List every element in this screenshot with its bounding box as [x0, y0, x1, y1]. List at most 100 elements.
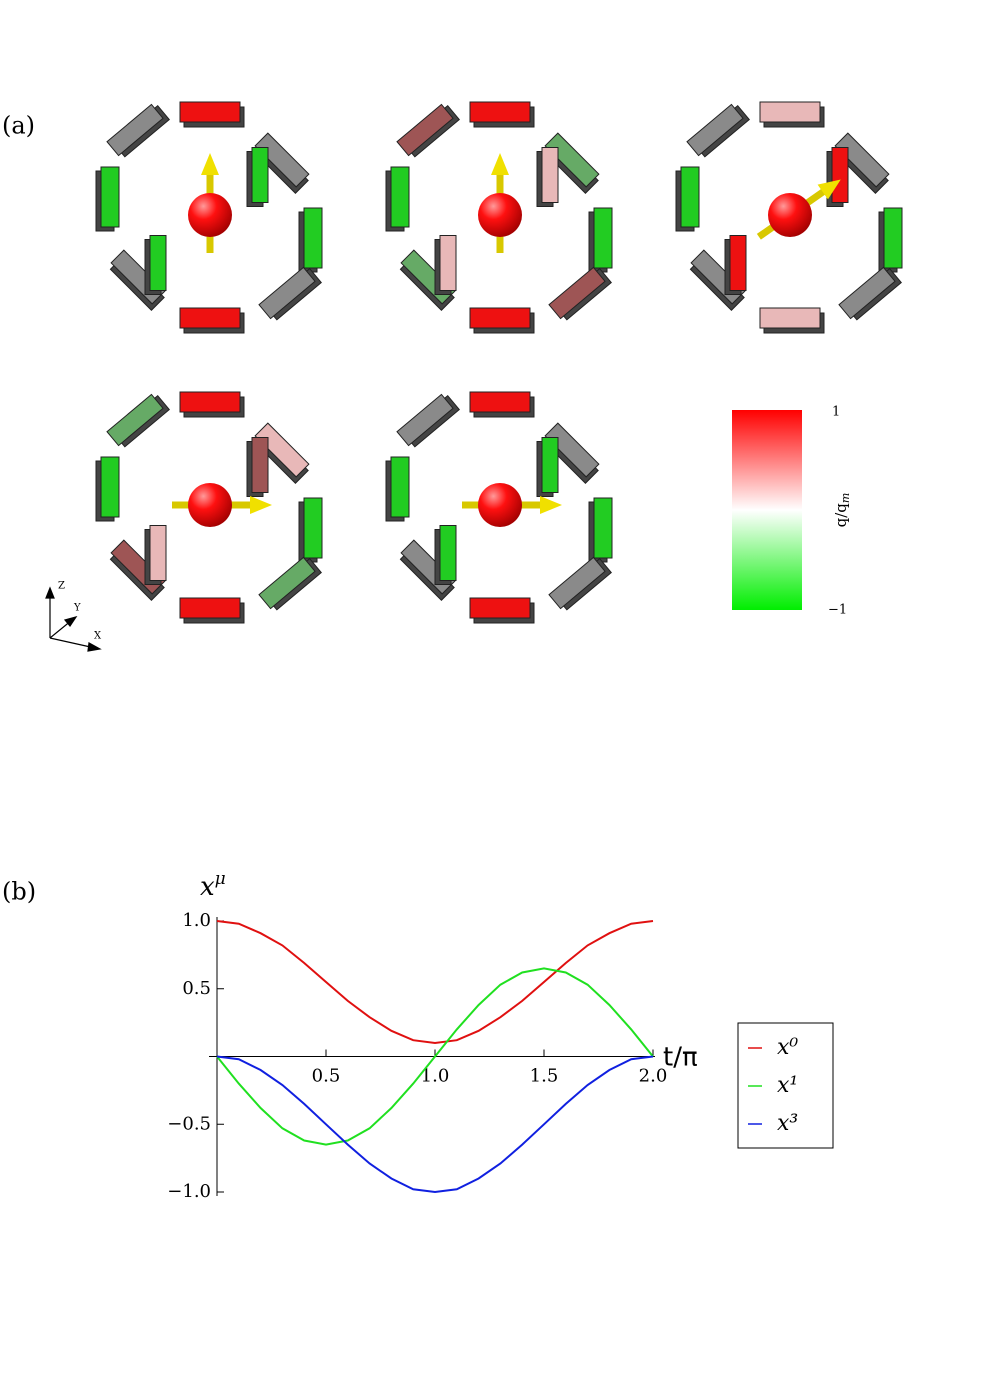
magnet-bar [759, 307, 825, 334]
series-line [216, 1055, 654, 1194]
magnet-bar [179, 391, 245, 418]
magnet-bar [675, 166, 700, 232]
magnet-bar [179, 307, 245, 334]
x-axis-label: t/π [663, 1043, 698, 1073]
magnet-cell [385, 391, 613, 624]
bar-face [541, 147, 559, 203]
colorbar-max: 1 [832, 405, 840, 420]
bar-face [686, 103, 744, 157]
y-label-sup: μ [215, 869, 226, 889]
bar-face [303, 497, 323, 559]
y-tick-label: −1.0 [167, 1181, 211, 1202]
magnet-bar [434, 235, 457, 295]
magnet-bar [95, 166, 120, 232]
bar-face [541, 437, 559, 493]
magnet-bar [588, 497, 613, 563]
magnet-bar [469, 101, 535, 128]
bar-face [759, 101, 821, 123]
x-tick-label: 1.5 [530, 1066, 559, 1087]
bar-face [548, 556, 606, 610]
bar-face [100, 166, 120, 228]
panel-label: (b) [2, 878, 36, 906]
x-tick-label: 0.5 [312, 1066, 341, 1087]
magnet-bar [548, 556, 612, 611]
bar-face [831, 147, 849, 203]
bar-face [179, 597, 241, 619]
chart: 0.5 1.0 1.5 2.0 −1.0 −0.5 0.5 1.0 x⁰ x¹ x³ [167, 910, 834, 1202]
magnet-bar [536, 147, 559, 207]
bar-face [106, 393, 164, 447]
magnet-bar [385, 166, 410, 232]
particle [768, 193, 812, 237]
bar-face [469, 307, 531, 329]
magnet-bar [759, 101, 825, 128]
bar-face [106, 103, 164, 157]
magnet-bar [246, 437, 269, 497]
colorbar [732, 410, 802, 610]
bar-face [258, 266, 316, 320]
bar-face [834, 132, 890, 188]
magnet-bar [106, 393, 170, 448]
series-line [216, 967, 654, 1146]
magnet-bar [396, 103, 460, 158]
legend-label: x¹ [777, 1073, 798, 1098]
axes-icon [45, 586, 102, 652]
bar-face [390, 456, 410, 518]
bar-face [593, 497, 613, 559]
x-tick-label: 1.0 [421, 1066, 450, 1087]
bar-face [396, 393, 454, 447]
bar-face [469, 101, 531, 123]
y-tick-label: −0.5 [167, 1113, 211, 1134]
magnet-bar [385, 456, 410, 522]
y-tick-label: 0.5 [182, 978, 211, 999]
magnet-bar [588, 207, 613, 273]
bar-face [439, 235, 457, 291]
particle [478, 483, 522, 527]
bar-face [100, 456, 120, 518]
bar-face [759, 307, 821, 329]
y-tick-label: 1.0 [182, 910, 211, 931]
panel-label: (a) [2, 112, 35, 140]
magnet-bar [258, 266, 322, 321]
bar-face [544, 132, 600, 188]
magnet-bar [548, 266, 612, 321]
bar-face [254, 132, 310, 188]
particle [478, 193, 522, 237]
magnet-bar [826, 147, 849, 207]
bar-face [396, 103, 454, 157]
arrow-head [491, 153, 509, 175]
magnet-bar [469, 391, 535, 418]
magnet-bar [106, 103, 170, 158]
magnet-bar [179, 101, 245, 128]
bar-face [838, 266, 896, 320]
arrow-head [817, 179, 841, 200]
magnet-bar [95, 456, 120, 522]
bar-face [149, 235, 167, 291]
bar-face [544, 422, 600, 478]
magnet-bar [396, 393, 460, 448]
bar-face [469, 597, 531, 619]
magnet-bar [179, 597, 245, 624]
arrow-head [250, 496, 272, 514]
magnet-bar [144, 525, 167, 585]
particle [188, 483, 232, 527]
magnet-bar [298, 497, 323, 563]
y-label-base: x [200, 872, 215, 902]
magnet-bar [469, 307, 535, 334]
axis-icon-label: Z [58, 581, 65, 592]
bar-face [303, 207, 323, 269]
arrow-head [540, 496, 562, 514]
magnet-bar [686, 103, 750, 158]
colorbar-title: q/qm [832, 493, 852, 528]
magnet-illustrations [95, 101, 903, 624]
magnet-bar [724, 235, 747, 295]
bar-face [390, 166, 410, 228]
legend-label: x⁰ [777, 1035, 798, 1060]
magnet-bar [434, 525, 457, 585]
bar-face [149, 525, 167, 581]
bar-face [251, 147, 269, 203]
legend: x⁰ x¹ x³ [737, 1022, 834, 1149]
bar-face [593, 207, 613, 269]
colorbar-min: −1 [828, 603, 847, 618]
